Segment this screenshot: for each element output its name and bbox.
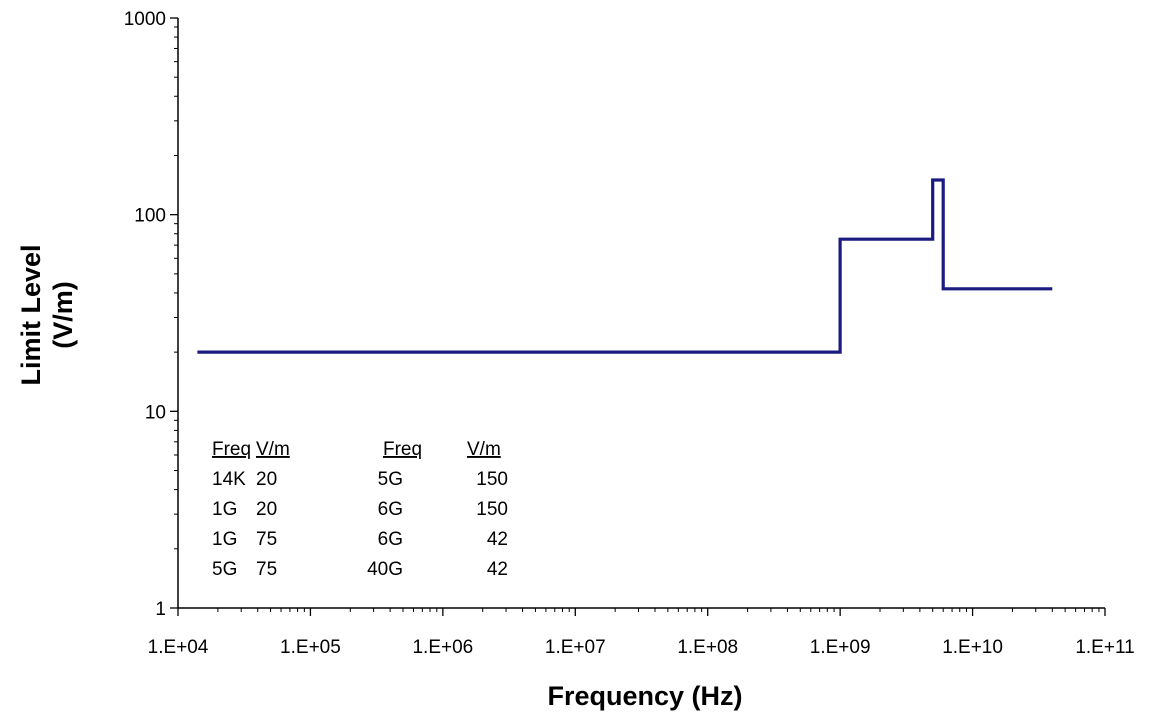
table-cell: 20 bbox=[256, 499, 277, 520]
y-axis-title-line-2: (V/m) bbox=[48, 281, 78, 349]
axis-tick-labels: 1.E+04 1.E+05 1.E+06 1.E+07 1.E+08 1.E+09 1.E+… bbox=[124, 9, 1135, 658]
table-header-cell: V/m bbox=[467, 439, 501, 460]
table-cell: 20 bbox=[256, 469, 277, 490]
x-tick-label: 1.E+06 bbox=[412, 637, 473, 658]
table-cell: 6G bbox=[378, 529, 403, 550]
x-tick-label: 1.E+10 bbox=[942, 637, 1003, 658]
table-cell: 150 bbox=[476, 499, 508, 520]
y-axis-title-line-1: Limit Level bbox=[16, 244, 46, 385]
plot-area: 1.E+04 1.E+05 1.E+06 1.E+07 1.E+08 1.E+09 1.E+… bbox=[124, 9, 1135, 658]
table-header-cell: Freq bbox=[212, 439, 251, 460]
x-tick-label: 1.E+07 bbox=[545, 637, 606, 658]
table-cell: 5G bbox=[378, 469, 403, 490]
series-line bbox=[197, 178, 1053, 354]
x-tick-label: 1.E+08 bbox=[677, 637, 738, 658]
y-tick-label: 1000 bbox=[124, 9, 166, 30]
x-tick-label: 1.E+04 bbox=[148, 637, 209, 658]
axis-ticks bbox=[170, 17, 1106, 616]
x-axis-title: Frequency (Hz) bbox=[547, 681, 742, 711]
x-tick-label: 1.E+09 bbox=[810, 637, 871, 658]
table-cell: 5G bbox=[212, 559, 237, 580]
table-cell: 42 bbox=[487, 529, 508, 550]
table-header-cell: V/m bbox=[256, 439, 290, 460]
x-tick-label: 1.E+05 bbox=[280, 637, 341, 658]
table-cell: 40G bbox=[367, 559, 403, 580]
x-tick-label: 1.E+11 bbox=[1075, 637, 1134, 658]
table-cell: 75 bbox=[256, 559, 277, 580]
table-cell: 6G bbox=[378, 499, 403, 520]
y-tick-label: 1 bbox=[155, 599, 166, 620]
table-cell: 14K bbox=[212, 469, 246, 490]
table-cell: 42 bbox=[487, 559, 508, 580]
table-cell: 1G bbox=[212, 499, 237, 520]
table-cell: 1G bbox=[212, 529, 237, 550]
table-header-cell: Freq bbox=[383, 439, 422, 460]
table-cell: 75 bbox=[256, 529, 277, 550]
y-tick-label: 10 bbox=[145, 402, 166, 423]
series-group bbox=[197, 178, 1053, 354]
y-axis-title: Limit Level (V/m) bbox=[16, 244, 78, 385]
table-cell: 150 bbox=[476, 469, 508, 490]
y-tick-label: 100 bbox=[134, 206, 166, 227]
